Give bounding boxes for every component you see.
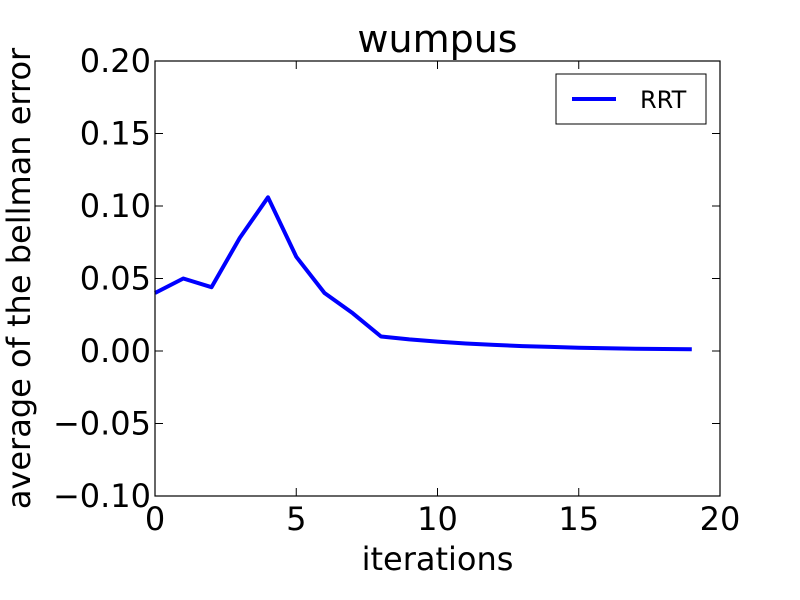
plot-background bbox=[155, 61, 720, 496]
x-axis-ticks: 0 5 10 15 20 bbox=[145, 61, 741, 538]
y-tick-label: 0.00 bbox=[80, 332, 151, 370]
y-tick-label: 0.15 bbox=[80, 115, 151, 153]
x-tick-label: 0 bbox=[145, 500, 165, 538]
chart-title: wumpus bbox=[357, 17, 517, 61]
plot-frame bbox=[154, 60, 721, 497]
x-tick-label: 5 bbox=[286, 500, 306, 538]
y-tick-label: 0.20 bbox=[80, 42, 151, 80]
series-layer bbox=[154, 195, 692, 352]
y-tick-label: −0.10 bbox=[53, 477, 151, 515]
x-tick-label: 15 bbox=[558, 500, 599, 538]
y-axis-ticks: 0.20 0.15 0.10 0.05 0.00 −0.05 −0.10 bbox=[53, 42, 720, 515]
y-tick-label: 0.05 bbox=[80, 260, 151, 298]
x-tick-label: 20 bbox=[700, 500, 741, 538]
y-tick-label: −0.05 bbox=[53, 405, 151, 443]
series-line-rrt bbox=[154, 195, 692, 352]
x-axis-label: iterations bbox=[362, 540, 514, 578]
legend: RRT bbox=[555, 73, 707, 125]
legend-label-rrt: RRT bbox=[640, 86, 687, 114]
y-tick-label: 0.10 bbox=[80, 187, 151, 225]
x-tick-label: 10 bbox=[417, 500, 458, 538]
y-axis-label: average of the bellman error bbox=[0, 47, 38, 509]
